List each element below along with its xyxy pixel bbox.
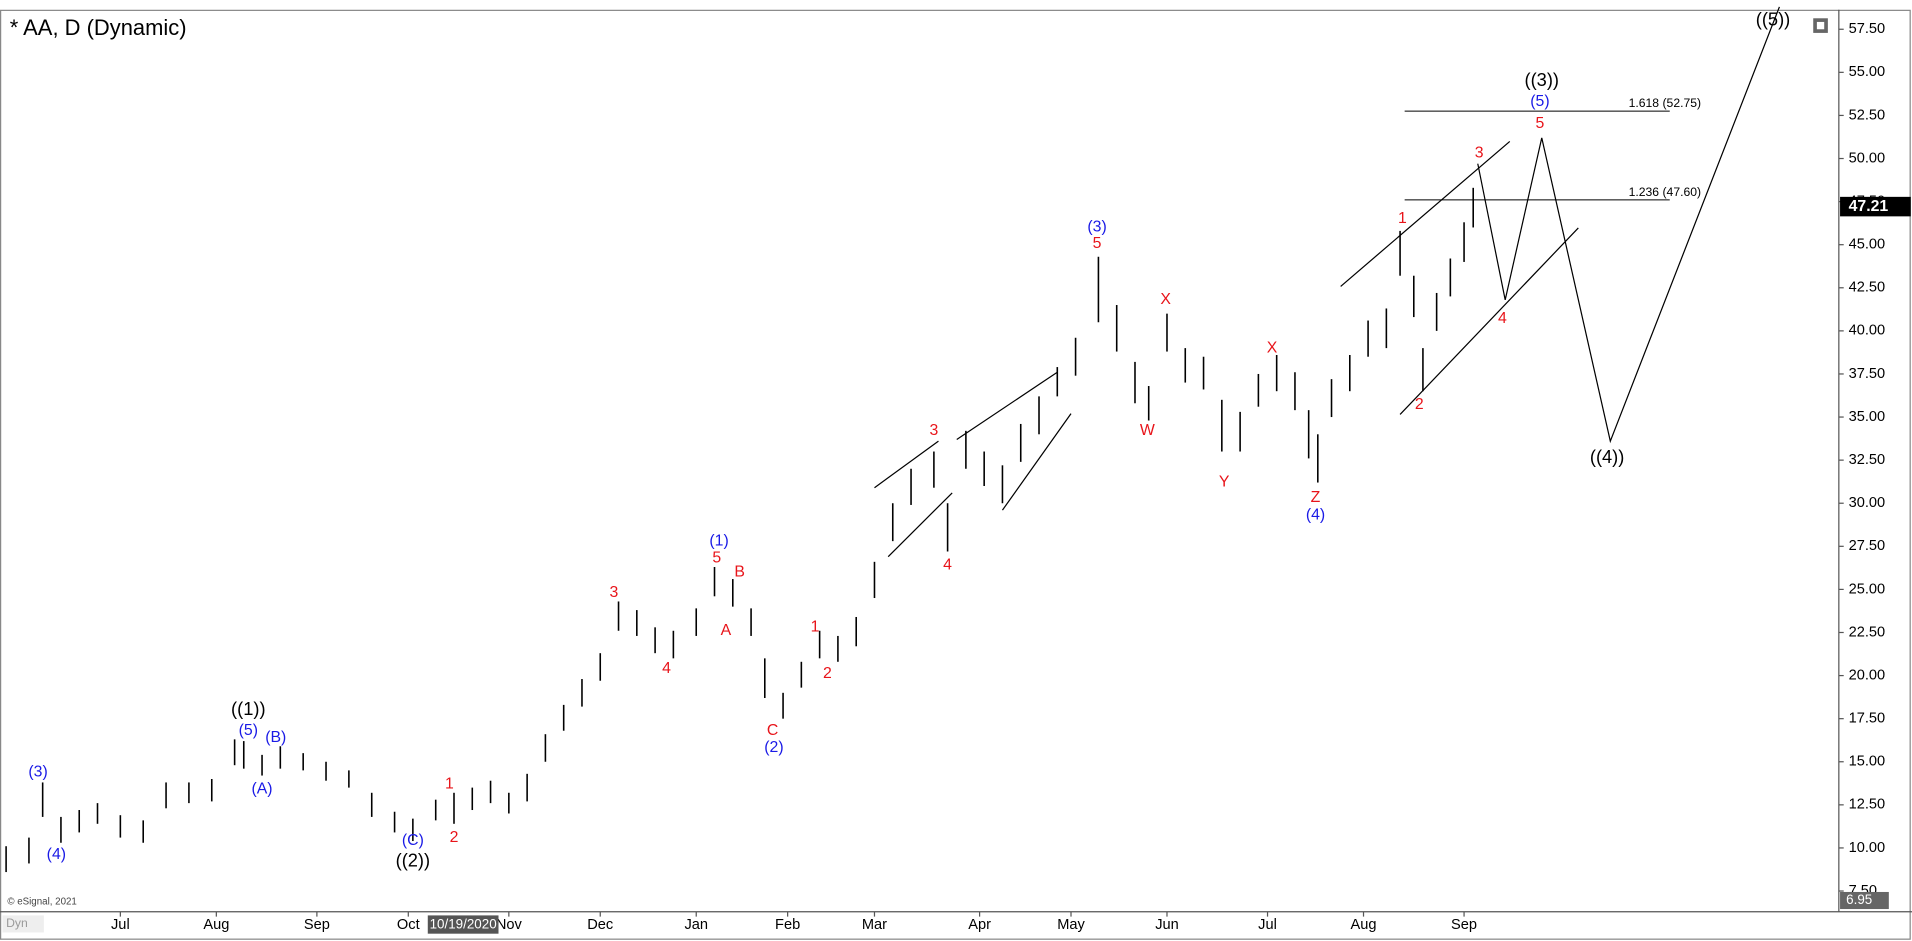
wave-label: 4	[662, 660, 671, 677]
channel-line	[956, 371, 1058, 440]
wave-label: 4	[1498, 310, 1507, 327]
copyright: © eSignal, 2021	[7, 897, 77, 908]
y-tick-label: 25.00	[1849, 581, 1886, 597]
frame	[0, 9, 1911, 940]
wave-label: X	[1160, 291, 1171, 308]
fib-label: 1.618 (52.75)	[1629, 96, 1702, 110]
y-tick-label: 55.00	[1849, 64, 1886, 80]
wave-label: 1	[1398, 210, 1407, 227]
x-tick-label: Feb	[775, 917, 800, 933]
x-tick-label: Sep	[304, 917, 330, 933]
y-tick-label: 35.00	[1849, 409, 1886, 425]
x-tick-label: Apr	[968, 917, 991, 933]
channel-line	[874, 440, 939, 489]
last-price-label: 47.21	[1849, 198, 1889, 215]
wave-label: (A)	[251, 781, 272, 798]
y-tick-label: 37.50	[1849, 366, 1886, 382]
channel-line	[1001, 413, 1072, 511]
wave-label: 2	[823, 665, 832, 682]
wave-label: 1	[811, 619, 820, 636]
wave-label: (B)	[265, 729, 286, 746]
wave-label: ((2))	[396, 850, 431, 871]
plot: 7.5010.0012.5015.0017.5020.0022.5025.002…	[5, 6, 1911, 934]
chart-title: * AA, D (Dynamic)	[10, 15, 187, 40]
wave-label: (C)	[402, 832, 424, 849]
wave-label: ((3))	[1525, 69, 1560, 90]
x-tick-label: Dec	[587, 917, 613, 933]
x-tick-label: Nov	[496, 917, 523, 933]
wave-label: (4)	[47, 846, 66, 863]
last-price-box	[1840, 196, 1911, 217]
wave-label: C	[767, 722, 778, 739]
wave-label: Y	[1219, 474, 1230, 491]
y-tick-label: 40.00	[1849, 323, 1886, 339]
wave-label: (3)	[28, 763, 47, 780]
wave-label: 5	[1093, 235, 1102, 252]
x-tick-label: Jun	[1155, 917, 1179, 933]
corner-box	[2, 915, 44, 933]
channel-line	[1399, 227, 1579, 415]
x-tick-label: Aug	[1351, 917, 1377, 933]
x-tick-label: Aug	[203, 917, 229, 933]
y-tick-label: 20.00	[1849, 667, 1886, 683]
wave-label: 1	[445, 775, 454, 792]
fib-label: 1.236 (47.60)	[1629, 185, 1702, 199]
y-tick-label: 30.00	[1849, 495, 1886, 511]
wave-label: A	[721, 622, 732, 639]
wave-label: 2	[1415, 396, 1424, 413]
wave-label: ((5))	[1756, 8, 1791, 29]
wave-label: ((4))	[1590, 446, 1625, 467]
corner-label: Dyn	[6, 916, 28, 930]
wave-label: W	[1140, 422, 1155, 439]
axis-low-label: 6.95	[1846, 892, 1872, 907]
y-tick-label: 52.50	[1849, 107, 1886, 123]
projection-path	[1477, 6, 1780, 444]
y-tick-label: 17.50	[1849, 711, 1886, 727]
x-tick-label: Jan	[684, 917, 708, 933]
wave-label: (1)	[709, 532, 728, 549]
x-tick-label: Mar	[862, 917, 887, 933]
y-tick-label: 12.50	[1849, 797, 1886, 813]
wave-label: (5)	[1530, 93, 1549, 110]
wave-label: (3)	[1087, 219, 1106, 236]
wave-label: (5)	[239, 722, 258, 739]
x-tick-label: Jul	[1258, 917, 1277, 933]
wave-label: 3	[610, 584, 619, 601]
channel-line	[887, 492, 953, 558]
axis-low-box	[1840, 891, 1889, 910]
channel-line	[1340, 140, 1511, 287]
y-tick-label: 10.00	[1849, 840, 1886, 856]
x-tick-label: Oct	[397, 917, 420, 933]
x-tick-label: Jul	[111, 917, 130, 933]
cursor-label-box	[427, 915, 499, 934]
wave-label: B	[734, 563, 745, 580]
window-button-icon	[1816, 21, 1825, 30]
y-tick-label: 15.00	[1849, 754, 1886, 770]
wave-label: X	[1267, 339, 1278, 356]
cursor-label: 10/19/2020	[430, 917, 497, 932]
x-tick-label: May	[1057, 917, 1085, 933]
y-tick-label: 57.50	[1849, 21, 1886, 37]
wave-label: ((1))	[231, 698, 266, 719]
wave-label: (4)	[1306, 506, 1325, 523]
wave-label: Z	[1311, 489, 1321, 506]
wave-label: 3	[1475, 145, 1484, 162]
wave-label: 5	[712, 550, 721, 567]
wave-label: 4	[943, 556, 952, 573]
wave-label: 3	[929, 422, 938, 439]
y-tick-label: 22.50	[1849, 624, 1886, 640]
x-tick-label: Sep	[1451, 917, 1477, 933]
wave-label: (2)	[764, 739, 783, 756]
y-tick-label: 27.50	[1849, 538, 1886, 554]
wave-label: 2	[450, 829, 459, 846]
y-tick-label: 42.50	[1849, 280, 1886, 296]
y-tick-label: 50.00	[1849, 150, 1886, 166]
y-tick-label: 45.00	[1849, 237, 1886, 253]
y-tick-label: 32.50	[1849, 452, 1886, 468]
wave-label: 5	[1536, 115, 1545, 132]
